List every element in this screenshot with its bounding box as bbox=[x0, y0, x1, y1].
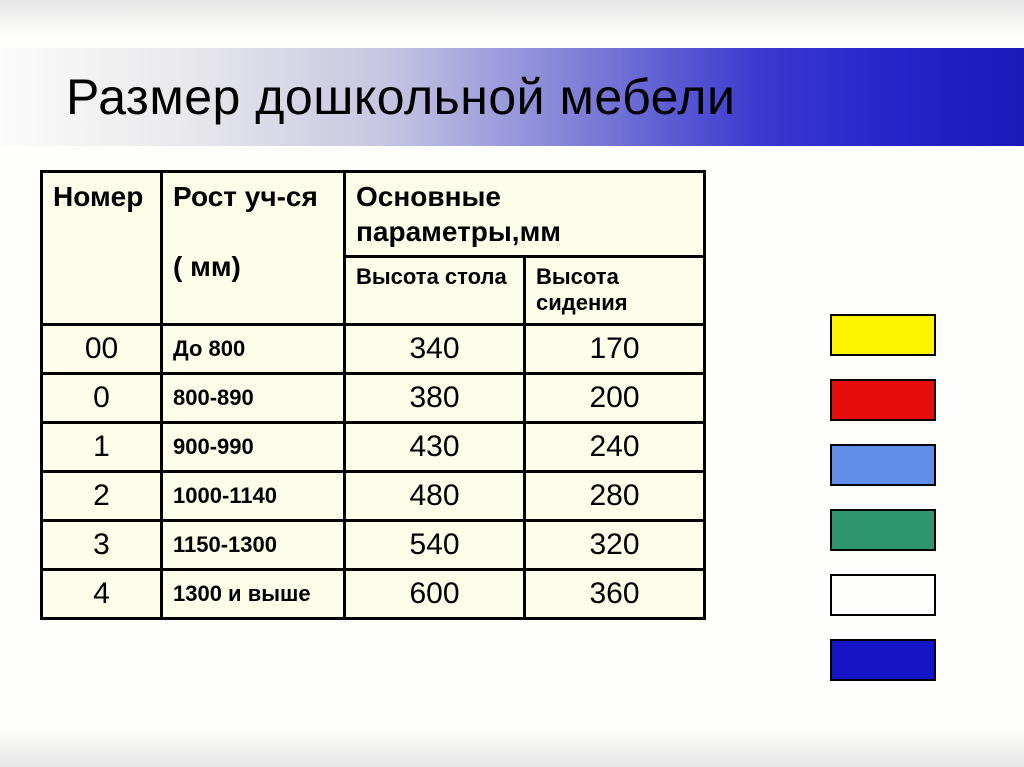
swatch-green bbox=[830, 509, 936, 551]
table-row: 2 1000-1140 480 280 bbox=[42, 471, 705, 520]
cell-height: 800-890 bbox=[162, 373, 345, 422]
cell-table-h: 600 bbox=[345, 569, 525, 618]
page-title: Размер дошкольной мебели bbox=[66, 68, 735, 126]
cell-seat-h: 170 bbox=[525, 324, 705, 373]
cell-number: 2 bbox=[42, 471, 162, 520]
cell-number: 00 bbox=[42, 324, 162, 373]
table-header-row-1: Номер Рост уч-ся ( мм) Основные параметр… bbox=[42, 172, 705, 257]
table-row: 0 800-890 380 200 bbox=[42, 373, 705, 422]
header-table-height: Высота стола bbox=[345, 257, 525, 325]
cell-number: 3 bbox=[42, 520, 162, 569]
header-height-text: Рост уч-ся bbox=[173, 181, 318, 212]
cell-number: 0 bbox=[42, 373, 162, 422]
cell-table-h: 380 bbox=[345, 373, 525, 422]
cell-seat-h: 200 bbox=[525, 373, 705, 422]
swatch-blue bbox=[830, 639, 936, 681]
cell-seat-h: 280 bbox=[525, 471, 705, 520]
cell-seat-h: 240 bbox=[525, 422, 705, 471]
table-container: Номер Рост уч-ся ( мм) Основные параметр… bbox=[40, 170, 705, 620]
cell-seat-h: 320 bbox=[525, 520, 705, 569]
cell-height: 1300 и выше bbox=[162, 569, 345, 618]
swatch-yellow bbox=[830, 314, 936, 356]
title-bar: Размер дошкольной мебели bbox=[0, 48, 1024, 146]
header-number: Номер bbox=[42, 172, 162, 325]
cell-height: 1000-1140 bbox=[162, 471, 345, 520]
color-swatch-legend bbox=[830, 314, 936, 681]
cell-seat-h: 360 bbox=[525, 569, 705, 618]
header-seat-height: Высота сидения bbox=[525, 257, 705, 325]
cell-table-h: 480 bbox=[345, 471, 525, 520]
swatch-red bbox=[830, 379, 936, 421]
cell-number: 1 bbox=[42, 422, 162, 471]
header-params: Основные параметры,мм bbox=[345, 172, 705, 257]
cell-table-h: 540 bbox=[345, 520, 525, 569]
swatch-white bbox=[830, 574, 936, 616]
furniture-size-table: Номер Рост уч-ся ( мм) Основные параметр… bbox=[40, 170, 706, 620]
cell-height: До 800 bbox=[162, 324, 345, 373]
table-row: 00 До 800 340 170 bbox=[42, 324, 705, 373]
cell-height: 900-990 bbox=[162, 422, 345, 471]
cell-table-h: 340 bbox=[345, 324, 525, 373]
table-row: 1 900-990 430 240 bbox=[42, 422, 705, 471]
cell-number: 4 bbox=[42, 569, 162, 618]
header-height: Рост уч-ся ( мм) bbox=[162, 172, 345, 325]
table-row: 4 1300 и выше 600 360 bbox=[42, 569, 705, 618]
swatch-lblue bbox=[830, 444, 936, 486]
header-height-unit: ( мм) bbox=[173, 251, 241, 282]
cell-height: 1150-1300 bbox=[162, 520, 345, 569]
cell-table-h: 430 bbox=[345, 422, 525, 471]
table-row: 3 1150-1300 540 320 bbox=[42, 520, 705, 569]
